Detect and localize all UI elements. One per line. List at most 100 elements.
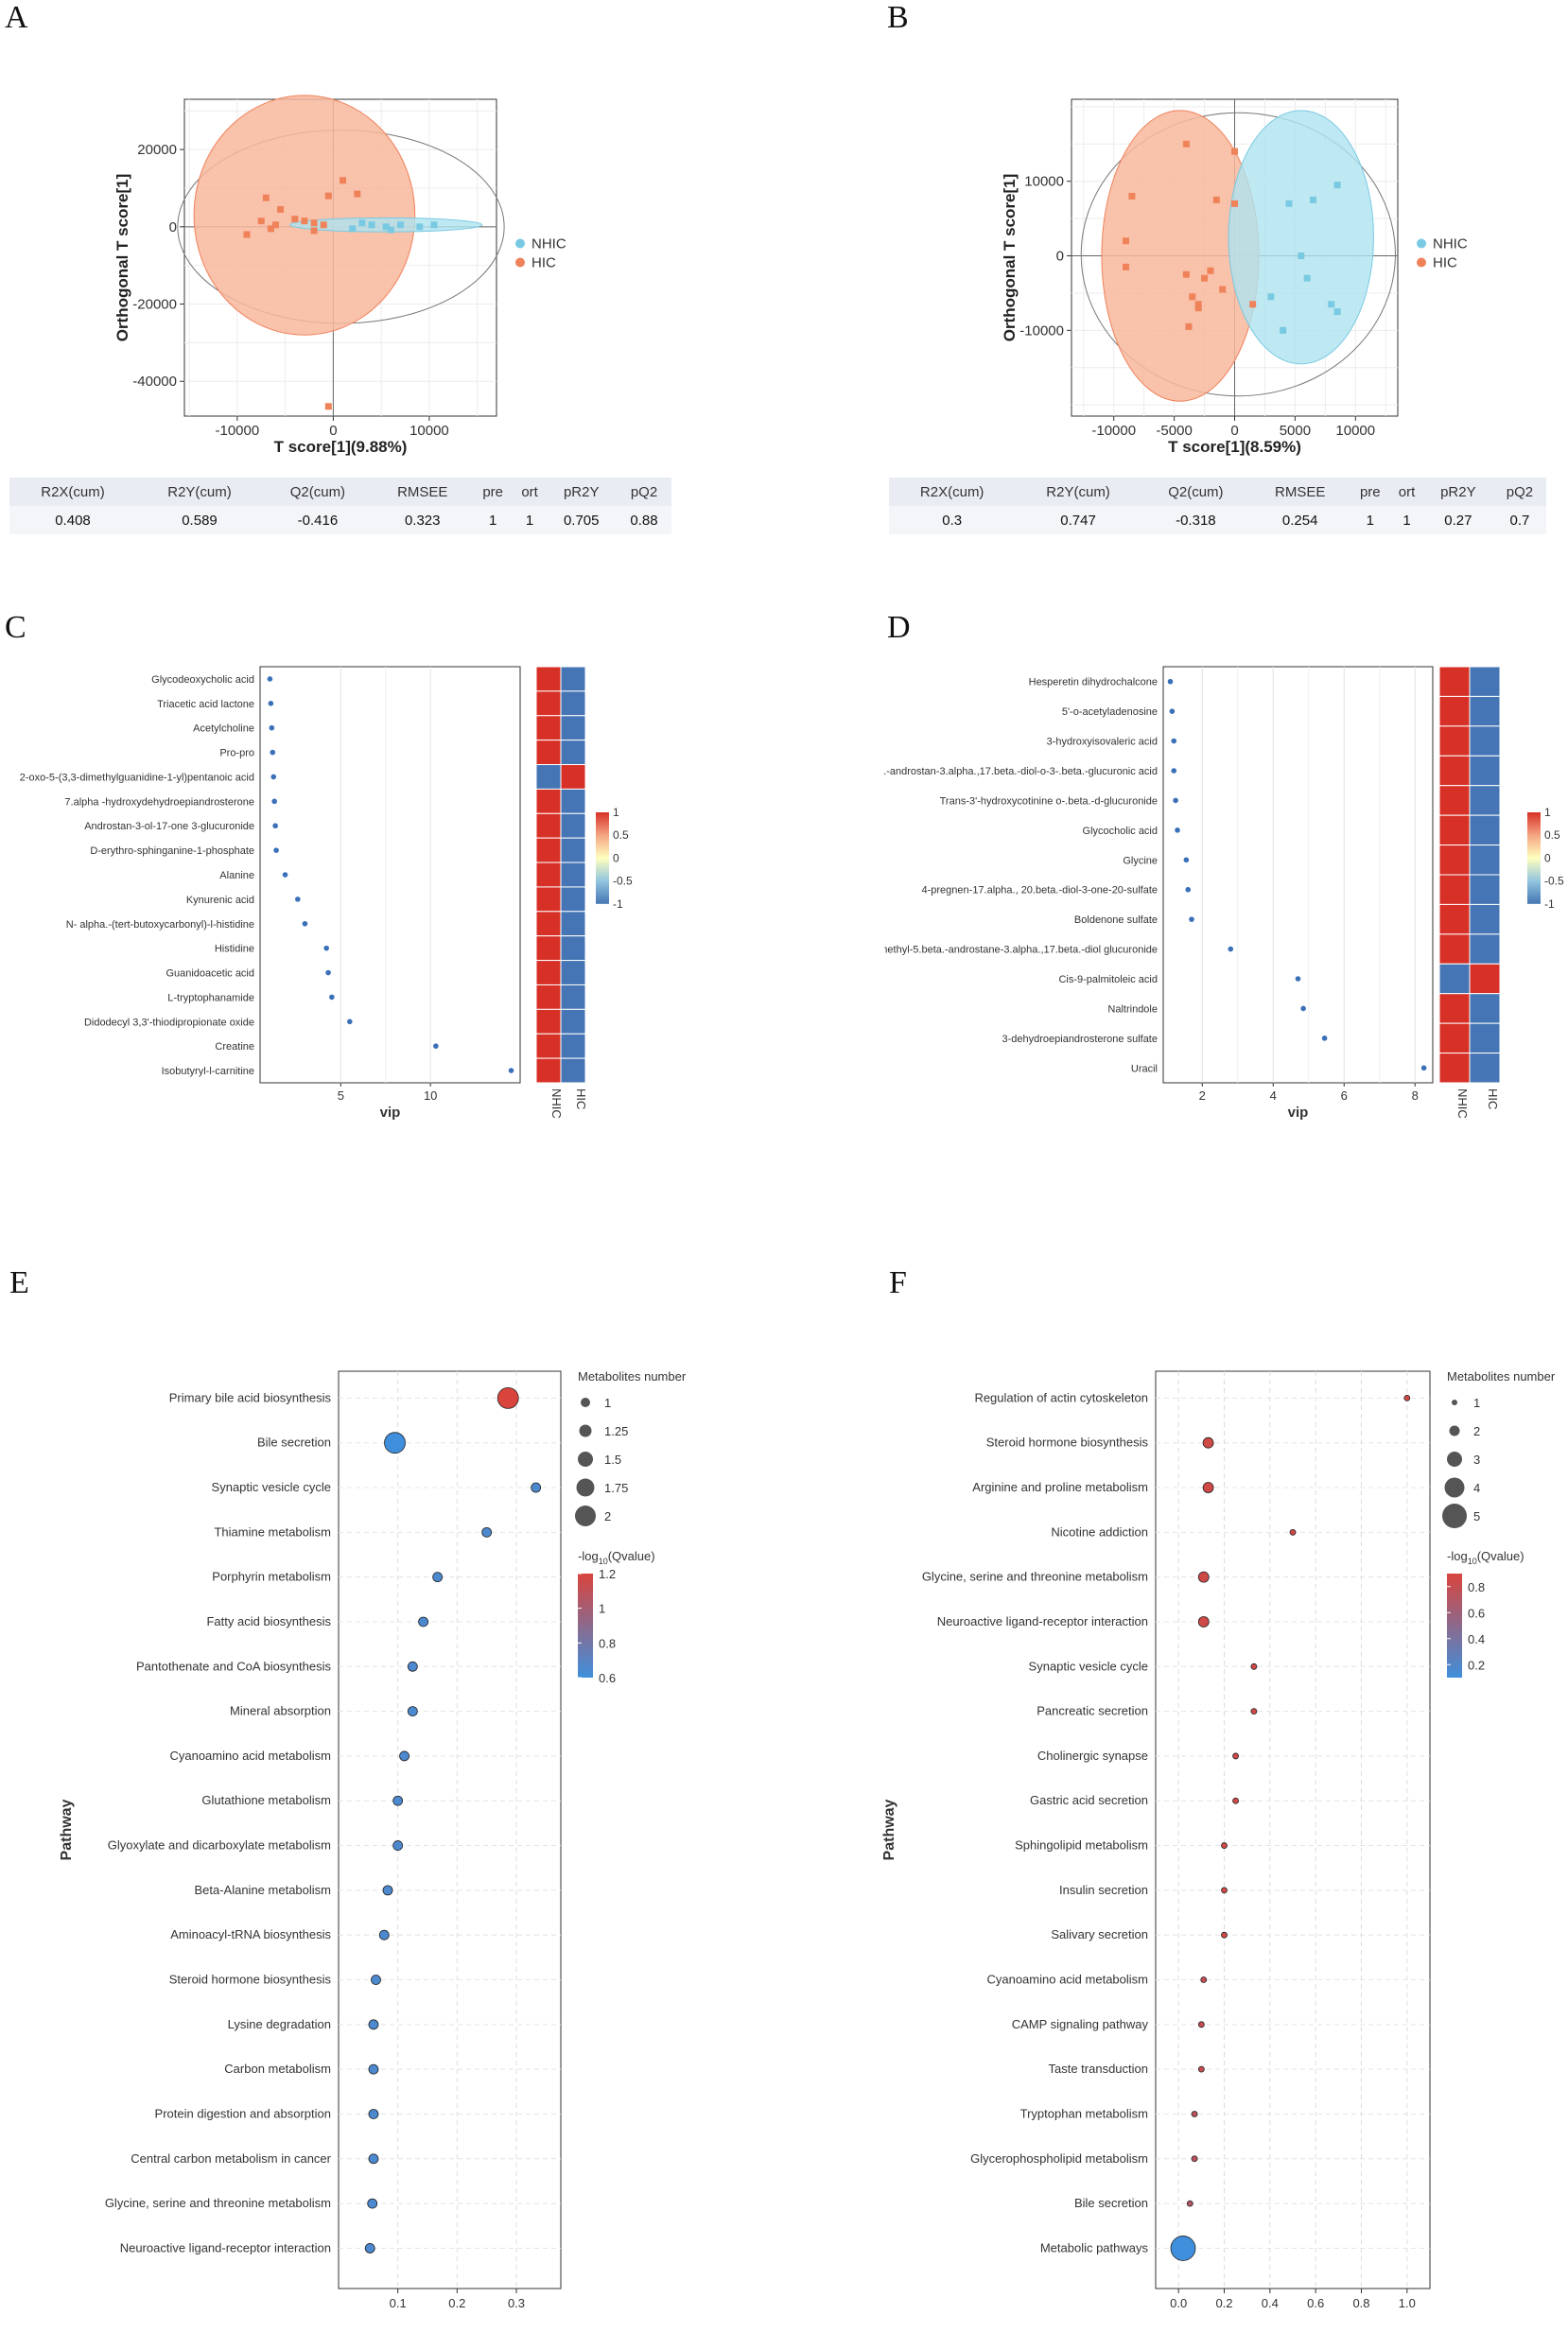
chart-f-plot-frame bbox=[1155, 1370, 1431, 2289]
chart-b-point-hic bbox=[1207, 267, 1214, 274]
chart-d-vip-point bbox=[1171, 738, 1177, 744]
chart-e-size-legend-key bbox=[578, 1452, 593, 1467]
chart-c-heatmap-cell bbox=[535, 935, 562, 962]
chart-e-size-legend-label: 1 bbox=[604, 1396, 611, 1410]
panel-letter-e: E bbox=[9, 1265, 29, 1300]
chart-f-bubble bbox=[1191, 2155, 1198, 2163]
chart-b-y-axis-label: Orthogonal T score[1] bbox=[1001, 174, 1019, 342]
chart-d-heatmap-cell bbox=[1438, 844, 1471, 876]
chart-e-bubble bbox=[367, 2198, 378, 2209]
chart-c-category-label: Guanidoacetic acid bbox=[166, 968, 254, 980]
chart-e-color-legend-label: 0.8 bbox=[599, 1636, 616, 1650]
panel-letter-d: D bbox=[887, 610, 911, 645]
chart-c-heatmap-cell bbox=[560, 715, 586, 741]
chart-e-bubble bbox=[481, 1526, 493, 1538]
chart-b-y-tick-label: 0 bbox=[1056, 249, 1064, 265]
chart-e-bubble bbox=[368, 2153, 379, 2165]
chart-e-pathway-label: Glutathione metabolism bbox=[201, 1793, 331, 1807]
chart-d-heatmap-cell bbox=[1438, 993, 1471, 1024]
chart-a-legend-label-nhic: NHIC bbox=[531, 236, 566, 252]
chart-f-pathway-label: Bile secretion bbox=[1074, 2196, 1148, 2210]
chart-e-color-legend-label: 0.6 bbox=[599, 1671, 616, 1685]
chart-e-pathway-label: Aminoacyl-tRNA biosynthesis bbox=[170, 1927, 331, 1941]
chart-b-point-hic bbox=[1189, 293, 1196, 301]
chart-a-point-hic bbox=[271, 221, 279, 229]
table-a-header-cell: pR2Y bbox=[546, 478, 617, 506]
chart-a-point-hic bbox=[320, 221, 327, 229]
chart-a-legend-key-nhic bbox=[515, 238, 525, 249]
chart-b-point-hic bbox=[1182, 140, 1190, 148]
chart-c-heatmap-column-label: HIC bbox=[574, 1088, 588, 1109]
chart-c-heatmap-cell bbox=[535, 812, 562, 839]
chart-f-bubble bbox=[1232, 1797, 1239, 1804]
panel-letter-b: B bbox=[887, 0, 909, 35]
chart-a-y-tick-label: 20000 bbox=[137, 142, 177, 158]
chart-a-x-axis-label: T score[1](9.88%) bbox=[274, 438, 408, 456]
chart-f-pathway-label: Nicotine addiction bbox=[1051, 1524, 1148, 1539]
chart-e-bubble bbox=[497, 1386, 519, 1409]
chart-f-y-axis-label: Pathway bbox=[881, 1799, 897, 1860]
chart-e-pathway-label: Neuroactive ligand-receptor interaction bbox=[120, 2240, 331, 2254]
chart-a-point-hic bbox=[301, 218, 308, 225]
chart-d-heatmap-cell bbox=[1469, 874, 1501, 905]
chart-f-x-tick-label: 1.0 bbox=[1399, 2296, 1416, 2310]
chart-a-point-hic bbox=[310, 219, 318, 227]
chart-e-size-legend-label: 1.5 bbox=[604, 1453, 621, 1467]
chart-f-pathway-label: Salivary secretion bbox=[1051, 1927, 1148, 1941]
chart-d-vip-point bbox=[1189, 916, 1194, 922]
chart-c-category-label: Glycodeoxycholic acid bbox=[151, 674, 254, 686]
table-b-value-cell: 1 bbox=[1390, 506, 1423, 534]
chart-c-category-label: Creatine bbox=[215, 1041, 254, 1053]
chart-e-color-legend-title-sub: 10 bbox=[599, 1557, 608, 1566]
chart-c-vip-point bbox=[329, 994, 335, 1001]
chart-d-heatmap-cell bbox=[1438, 666, 1471, 697]
chart-e-pathway-label: Bile secretion bbox=[257, 1436, 331, 1450]
chart-a-legend-key-hic bbox=[515, 257, 525, 268]
chart-d-plot-frame bbox=[1162, 666, 1434, 1084]
chart-e-size-legend-key bbox=[579, 1424, 592, 1437]
chart-c-heatmap-cell bbox=[535, 886, 562, 913]
chart-e-x-tick-label: 0.1 bbox=[390, 2296, 407, 2310]
chart-c-heatmap-cell bbox=[560, 911, 586, 937]
chart-b-y-tick-label: -10000 bbox=[1019, 322, 1064, 339]
table-b-value-row: 0.3 0.747 -0.318 0.254 1 1 0.27 0.7 bbox=[889, 506, 1546, 534]
chart-c-vip-point bbox=[270, 749, 276, 756]
chart-e-bubble bbox=[368, 2109, 379, 2119]
chart-c-category-label: Acetylcholine bbox=[193, 723, 254, 735]
chart-f-size-legend-key bbox=[1444, 1477, 1465, 1498]
chart-e-bubble bbox=[382, 1885, 393, 1896]
chart-e-bubble bbox=[368, 2019, 379, 2030]
chart-e-bubble bbox=[378, 1929, 390, 1941]
chart-f-color-legend-label: 0.4 bbox=[1468, 1632, 1485, 1646]
chart-d-vip-heatmap: Hesperetin dihydrochalcone 5'-o-acetylade… bbox=[785, 666, 1564, 1121]
chart-d-heatmap-column-label: NHIC bbox=[1455, 1088, 1470, 1119]
chart-f-pathway-label: Neuroactive ligand-receptor interaction bbox=[937, 1614, 1148, 1628]
chart-b-point-hic bbox=[1231, 200, 1238, 207]
chart-b-ellipse-total bbox=[1080, 112, 1396, 397]
chart-e-bubble bbox=[392, 1795, 404, 1806]
chart-b-y-tick-label: 10000 bbox=[1024, 174, 1064, 190]
chart-e-bubble bbox=[407, 1661, 418, 1672]
chart-e-size-legend-key bbox=[575, 1506, 596, 1526]
chart-c-category-label: 7.alpha -hydroxydehydroepiandrosterone bbox=[64, 796, 254, 808]
chart-c-vip-point bbox=[282, 872, 288, 878]
chart-c-heatmap-cell bbox=[535, 788, 562, 814]
chart-f-x-tick-label: 0.0 bbox=[1170, 2296, 1187, 2310]
chart-b-opls-da-scores: -10000 -5000 0 5000 10000 10000 0 -10000 T score… bbox=[1001, 98, 1468, 456]
chart-d-heatmap-cell bbox=[1469, 903, 1501, 935]
chart-c-heatmap-cell bbox=[560, 788, 586, 814]
chart-c-category-label: Histidine bbox=[215, 944, 254, 955]
chart-d-vip-point bbox=[1300, 1005, 1306, 1012]
chart-e-bubble bbox=[364, 2243, 375, 2254]
chart-d-heatmap-cell bbox=[1438, 933, 1471, 965]
chart-d-heatmap-cell bbox=[1469, 1022, 1501, 1054]
chart-b-x-tick-label: 0 bbox=[1230, 423, 1238, 439]
chart-f-color-legend-title-sub: 10 bbox=[1468, 1557, 1477, 1566]
chart-b-point-nhic bbox=[1328, 301, 1335, 308]
chart-a-opls-da-scores: -10000 0 10000 20000 0 -20000 -40000 T score[1]… bbox=[113, 95, 566, 456]
chart-b-x-axis-label: T score[1](8.59%) bbox=[1168, 438, 1301, 456]
chart-b-point-nhic bbox=[1280, 326, 1287, 334]
table-a-value-row: 0.408 0.589 -0.416 0.323 1 1 0.705 0.88 bbox=[9, 506, 671, 534]
table-b-value-cell: 0.254 bbox=[1250, 506, 1350, 534]
table-b-header-cell: R2Y(cum) bbox=[1015, 478, 1141, 506]
